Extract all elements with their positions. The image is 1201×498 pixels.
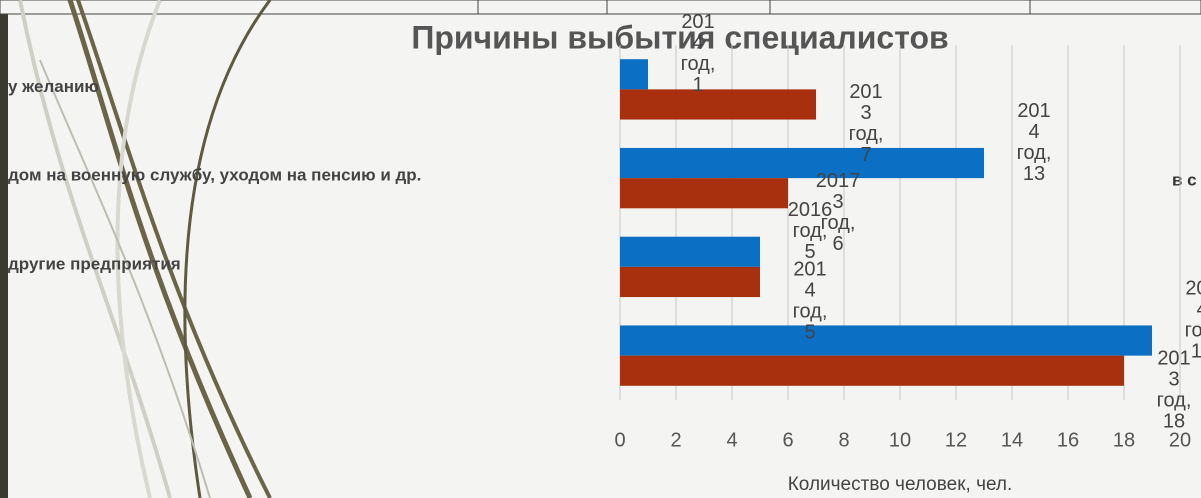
data-label: 201 bbox=[793, 259, 826, 281]
data-label: год, bbox=[821, 212, 856, 234]
data-label: 201 bbox=[681, 11, 714, 33]
data-label: 201 bbox=[1185, 277, 1201, 299]
x-tick-label: 18 bbox=[1113, 429, 1135, 451]
bar bbox=[620, 89, 816, 120]
data-label: 3 bbox=[832, 191, 843, 213]
bar bbox=[620, 266, 760, 298]
data-label: 4 bbox=[804, 280, 815, 302]
x-tick-label: 20 bbox=[1169, 429, 1191, 451]
y-tick-label: другие предприятия bbox=[8, 254, 181, 273]
x-tick-label: 10 bbox=[889, 429, 911, 451]
bar bbox=[620, 59, 648, 90]
chart-title: Причины выбытия специалистов bbox=[411, 19, 948, 55]
bar bbox=[620, 178, 788, 209]
data-label: 5 bbox=[804, 322, 815, 344]
data-label: 6 bbox=[832, 233, 843, 255]
bar bbox=[620, 147, 984, 179]
data-label: 2016 bbox=[788, 199, 833, 221]
x-tick-label: 2 bbox=[670, 429, 681, 451]
bar bbox=[620, 236, 760, 267]
bar bbox=[620, 325, 1152, 356]
data-label: 13 bbox=[1023, 163, 1045, 185]
data-label: год, bbox=[793, 220, 828, 242]
data-label: 7 bbox=[860, 144, 871, 166]
data-label: 201 bbox=[1157, 347, 1190, 369]
data-label: год, bbox=[1017, 142, 1052, 164]
x-tick-label: 16 bbox=[1057, 429, 1079, 451]
data-label: 201 bbox=[1017, 100, 1050, 122]
data-label: 4 bbox=[1028, 121, 1039, 143]
x-tick-label: 4 bbox=[726, 429, 737, 451]
data-label: год, bbox=[681, 53, 716, 75]
x-axis-title: Количество человек, чел. bbox=[788, 474, 1013, 495]
data-label: 1 bbox=[692, 74, 703, 96]
x-tick-label: 6 bbox=[782, 429, 793, 451]
data-label: 201 bbox=[849, 81, 882, 103]
data-label: 3 bbox=[860, 102, 871, 124]
data-label: 4 bbox=[692, 32, 703, 54]
data-label: 19 bbox=[1191, 340, 1201, 362]
data-label: 3 bbox=[1168, 368, 1179, 390]
data-label: 2017 bbox=[816, 170, 861, 192]
data-label: год, bbox=[1157, 389, 1192, 411]
x-tick-label: 0 bbox=[614, 429, 625, 451]
y-tick-label: дом на военную службу, уходом на пенсию … bbox=[8, 166, 421, 185]
x-tick-label: 12 bbox=[945, 429, 967, 451]
data-label: 5 bbox=[804, 241, 815, 263]
data-label: 4 bbox=[1196, 298, 1201, 320]
data-label: 18 bbox=[1163, 410, 1185, 432]
side-text: в с bbox=[1172, 170, 1197, 189]
data-label: год, bbox=[849, 123, 884, 145]
data-label: год, bbox=[793, 301, 828, 323]
bar bbox=[620, 355, 1124, 386]
x-tick-label: 8 bbox=[838, 429, 849, 451]
x-tick-label: 14 bbox=[1001, 429, 1023, 451]
data-label: год, bbox=[1185, 319, 1201, 341]
y-tick-label: у желанию bbox=[8, 77, 99, 96]
